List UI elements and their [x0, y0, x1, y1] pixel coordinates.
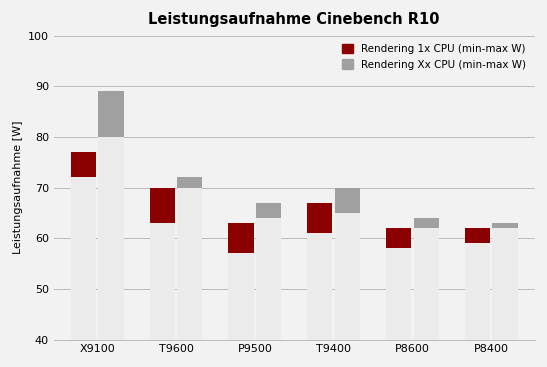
Bar — [71, 152, 96, 339]
Bar — [98, 91, 124, 137]
Bar — [335, 188, 360, 339]
Bar — [386, 228, 411, 339]
Bar — [256, 203, 281, 339]
Bar — [98, 91, 124, 339]
Bar — [71, 152, 96, 178]
Bar — [150, 188, 175, 339]
Bar — [414, 218, 439, 339]
Bar — [177, 178, 202, 188]
Bar — [150, 188, 175, 223]
Bar — [465, 228, 490, 339]
Legend: Rendering 1x CPU (min-max W), Rendering Xx CPU (min-max W): Rendering 1x CPU (min-max W), Rendering … — [339, 41, 529, 73]
Bar — [492, 223, 517, 228]
Bar — [335, 188, 360, 213]
Bar — [414, 218, 439, 228]
Y-axis label: Leistungsaufnahme [W]: Leistungsaufnahme [W] — [13, 121, 22, 254]
Bar — [229, 223, 254, 254]
Bar — [386, 228, 411, 248]
Bar — [177, 178, 202, 339]
Bar — [465, 228, 490, 243]
Bar — [492, 223, 517, 339]
Title: Leistungsaufnahme Cinebench R10: Leistungsaufnahme Cinebench R10 — [148, 12, 440, 28]
Bar — [307, 203, 333, 233]
Bar — [256, 203, 281, 218]
Bar — [229, 223, 254, 339]
Bar — [307, 203, 333, 339]
